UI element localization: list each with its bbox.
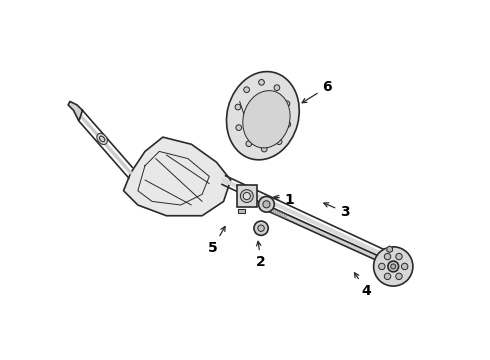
Circle shape: [261, 146, 267, 152]
Polygon shape: [238, 209, 245, 213]
Text: 2: 2: [256, 241, 266, 269]
Text: 5: 5: [208, 226, 225, 255]
Ellipse shape: [243, 91, 290, 148]
Circle shape: [373, 247, 413, 286]
Circle shape: [285, 121, 291, 127]
Circle shape: [388, 261, 398, 272]
Circle shape: [254, 221, 268, 235]
Circle shape: [241, 190, 253, 203]
Circle shape: [274, 85, 280, 91]
Text: 4: 4: [354, 273, 371, 298]
Polygon shape: [68, 102, 82, 121]
Circle shape: [276, 139, 282, 144]
Circle shape: [235, 104, 241, 110]
Ellipse shape: [226, 72, 299, 160]
FancyBboxPatch shape: [237, 185, 257, 207]
Circle shape: [246, 141, 252, 147]
Ellipse shape: [97, 133, 107, 144]
Circle shape: [391, 264, 396, 269]
Circle shape: [259, 80, 265, 85]
Text: 3: 3: [324, 203, 350, 219]
Circle shape: [243, 193, 250, 200]
Text: 1: 1: [274, 193, 294, 207]
Circle shape: [284, 101, 290, 107]
Polygon shape: [387, 246, 392, 252]
Circle shape: [384, 273, 391, 280]
Text: 6: 6: [302, 80, 332, 103]
Circle shape: [379, 263, 385, 270]
Circle shape: [384, 253, 391, 260]
Circle shape: [396, 253, 402, 260]
Circle shape: [263, 201, 270, 208]
Circle shape: [401, 263, 408, 270]
Circle shape: [236, 125, 242, 131]
Circle shape: [259, 197, 274, 212]
Circle shape: [258, 225, 264, 231]
Circle shape: [396, 273, 402, 280]
Polygon shape: [123, 137, 231, 216]
Circle shape: [244, 87, 249, 93]
